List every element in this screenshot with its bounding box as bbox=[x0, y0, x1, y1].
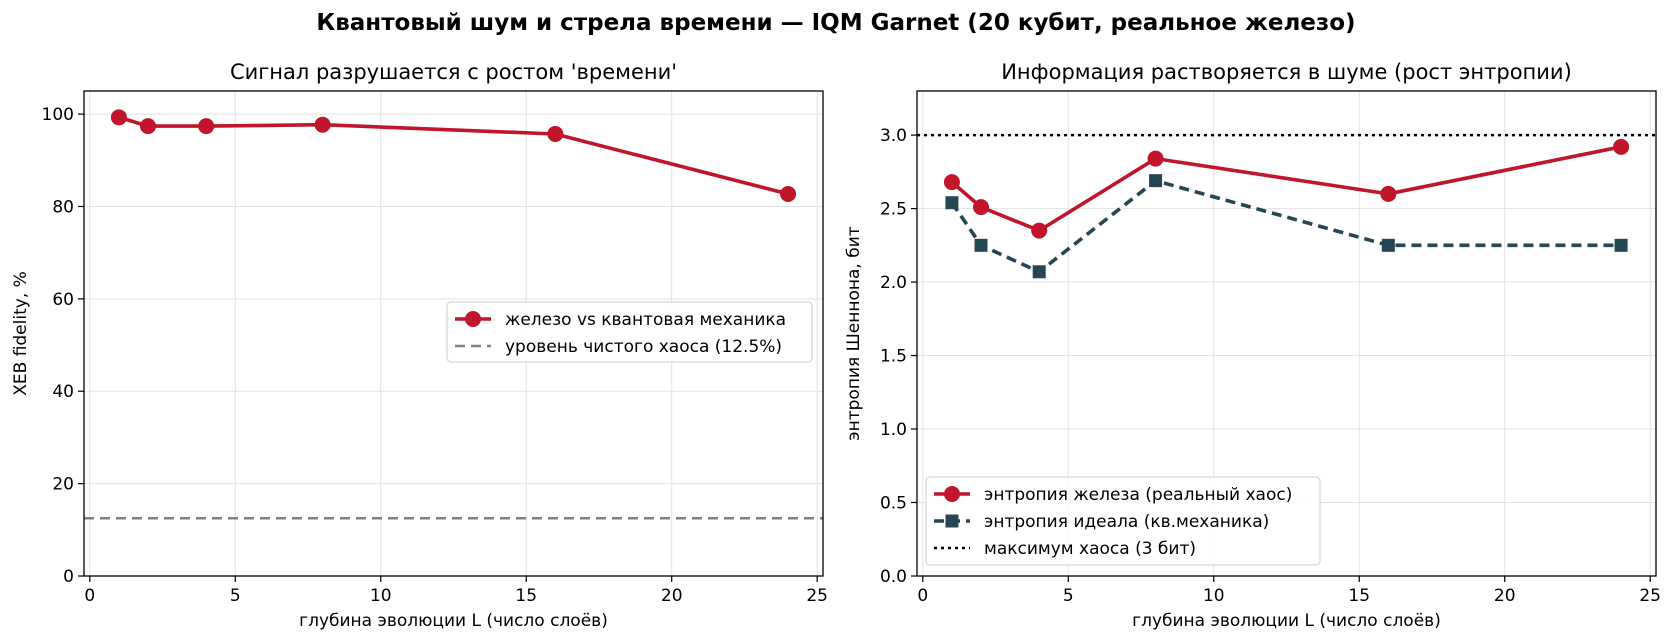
data-point bbox=[974, 238, 988, 252]
plot-frame bbox=[916, 90, 1657, 577]
x-tick-label: 20 bbox=[661, 586, 683, 606]
data-point bbox=[943, 174, 960, 191]
y-tick-label: 40 bbox=[52, 382, 74, 402]
legend-label: энтропия идеала (кв.механика) bbox=[984, 512, 1269, 532]
x-tick-label: 0 bbox=[917, 586, 928, 606]
data-point bbox=[1031, 222, 1048, 239]
data-point bbox=[1613, 138, 1630, 155]
y-tick-label: 1.0 bbox=[880, 420, 907, 440]
x-axis-label: глубина эволюции L (число слоёв) bbox=[299, 611, 608, 631]
data-point bbox=[547, 125, 564, 142]
legend: железо vs квантовая механика уровень чист… bbox=[446, 301, 813, 363]
data-point bbox=[1381, 238, 1395, 252]
x-tick-label: 15 bbox=[1348, 586, 1370, 606]
legend-label: энтропия железа (реальный хаос) bbox=[984, 485, 1292, 505]
x-tick-label: 5 bbox=[230, 586, 241, 606]
data-point bbox=[110, 109, 127, 126]
chart-title: Сигнал разрушается с ростом 'времени' bbox=[230, 60, 677, 84]
x-tick-label: 20 bbox=[1494, 586, 1516, 606]
fidelity-chart: 0 5 10 15 20 25 0 20 40 60 80 100 Сигнал разрушается… bbox=[11, 60, 828, 631]
legend: энтропия железа (реальный хаос) энтропия … bbox=[925, 476, 1321, 566]
legend-label: максимум хаоса (3 бит) bbox=[984, 539, 1196, 559]
legend-marker bbox=[944, 486, 960, 502]
legend-box bbox=[925, 476, 1321, 566]
y-tick-label: 80 bbox=[52, 197, 74, 217]
y-tick-label: 2.5 bbox=[880, 200, 907, 220]
data-point bbox=[1149, 174, 1163, 188]
legend-label: железо vs квантовая механика bbox=[505, 310, 786, 330]
y-tick-label: 100 bbox=[42, 105, 74, 125]
y-tick-label: 2.0 bbox=[880, 273, 907, 293]
y-axis-label: энтропия Шеннона, бит bbox=[844, 226, 864, 440]
x-tick-label: 25 bbox=[806, 586, 828, 606]
y-tick-label: 1.5 bbox=[880, 347, 907, 367]
data-point bbox=[1380, 185, 1397, 202]
figure-suptitle: Квантовый шум и стрела времени — IQM Gar… bbox=[316, 10, 1355, 36]
entropy-chart: 0 5 10 15 20 25 0.0 0.5 1.0 1.5 2.0 2.5 3.0 Информаци… bbox=[844, 60, 1661, 631]
y-tick-label: 60 bbox=[52, 290, 74, 310]
data-point bbox=[1147, 150, 1164, 167]
y-tick-label: 0 bbox=[63, 567, 74, 587]
data-point bbox=[140, 118, 157, 135]
data-point bbox=[198, 118, 215, 135]
data-point bbox=[780, 186, 797, 203]
chart-title: Информация растворяется в шуме (рост энт… bbox=[1001, 60, 1572, 84]
x-axis-label: глубина эволюции L (число слоёв) bbox=[1132, 611, 1441, 631]
y-tick-label: 3.0 bbox=[880, 126, 907, 146]
data-point bbox=[1614, 238, 1628, 252]
x-tick-label: 15 bbox=[515, 586, 537, 606]
x-tick-label: 10 bbox=[1203, 586, 1225, 606]
legend-box bbox=[446, 301, 813, 363]
legend-marker bbox=[465, 311, 481, 327]
x-tick-label: 0 bbox=[84, 586, 95, 606]
plot-frame bbox=[83, 90, 824, 577]
y-axis-label: XEB fidelity, % bbox=[11, 271, 31, 396]
legend-marker bbox=[945, 514, 959, 528]
data-point bbox=[1032, 265, 1046, 279]
y-tick-label: 0.0 bbox=[880, 567, 907, 587]
x-tick-label: 5 bbox=[1063, 586, 1074, 606]
x-tick-label: 10 bbox=[370, 586, 392, 606]
legend-label: уровень чистого хаоса (12.5%) bbox=[505, 337, 782, 357]
data-point bbox=[314, 116, 331, 133]
y-tick-label: 20 bbox=[52, 475, 74, 495]
x-tick-label: 25 bbox=[1639, 586, 1661, 606]
data-point bbox=[973, 199, 990, 216]
data-point bbox=[945, 196, 959, 210]
y-tick-label: 0.5 bbox=[880, 494, 907, 514]
